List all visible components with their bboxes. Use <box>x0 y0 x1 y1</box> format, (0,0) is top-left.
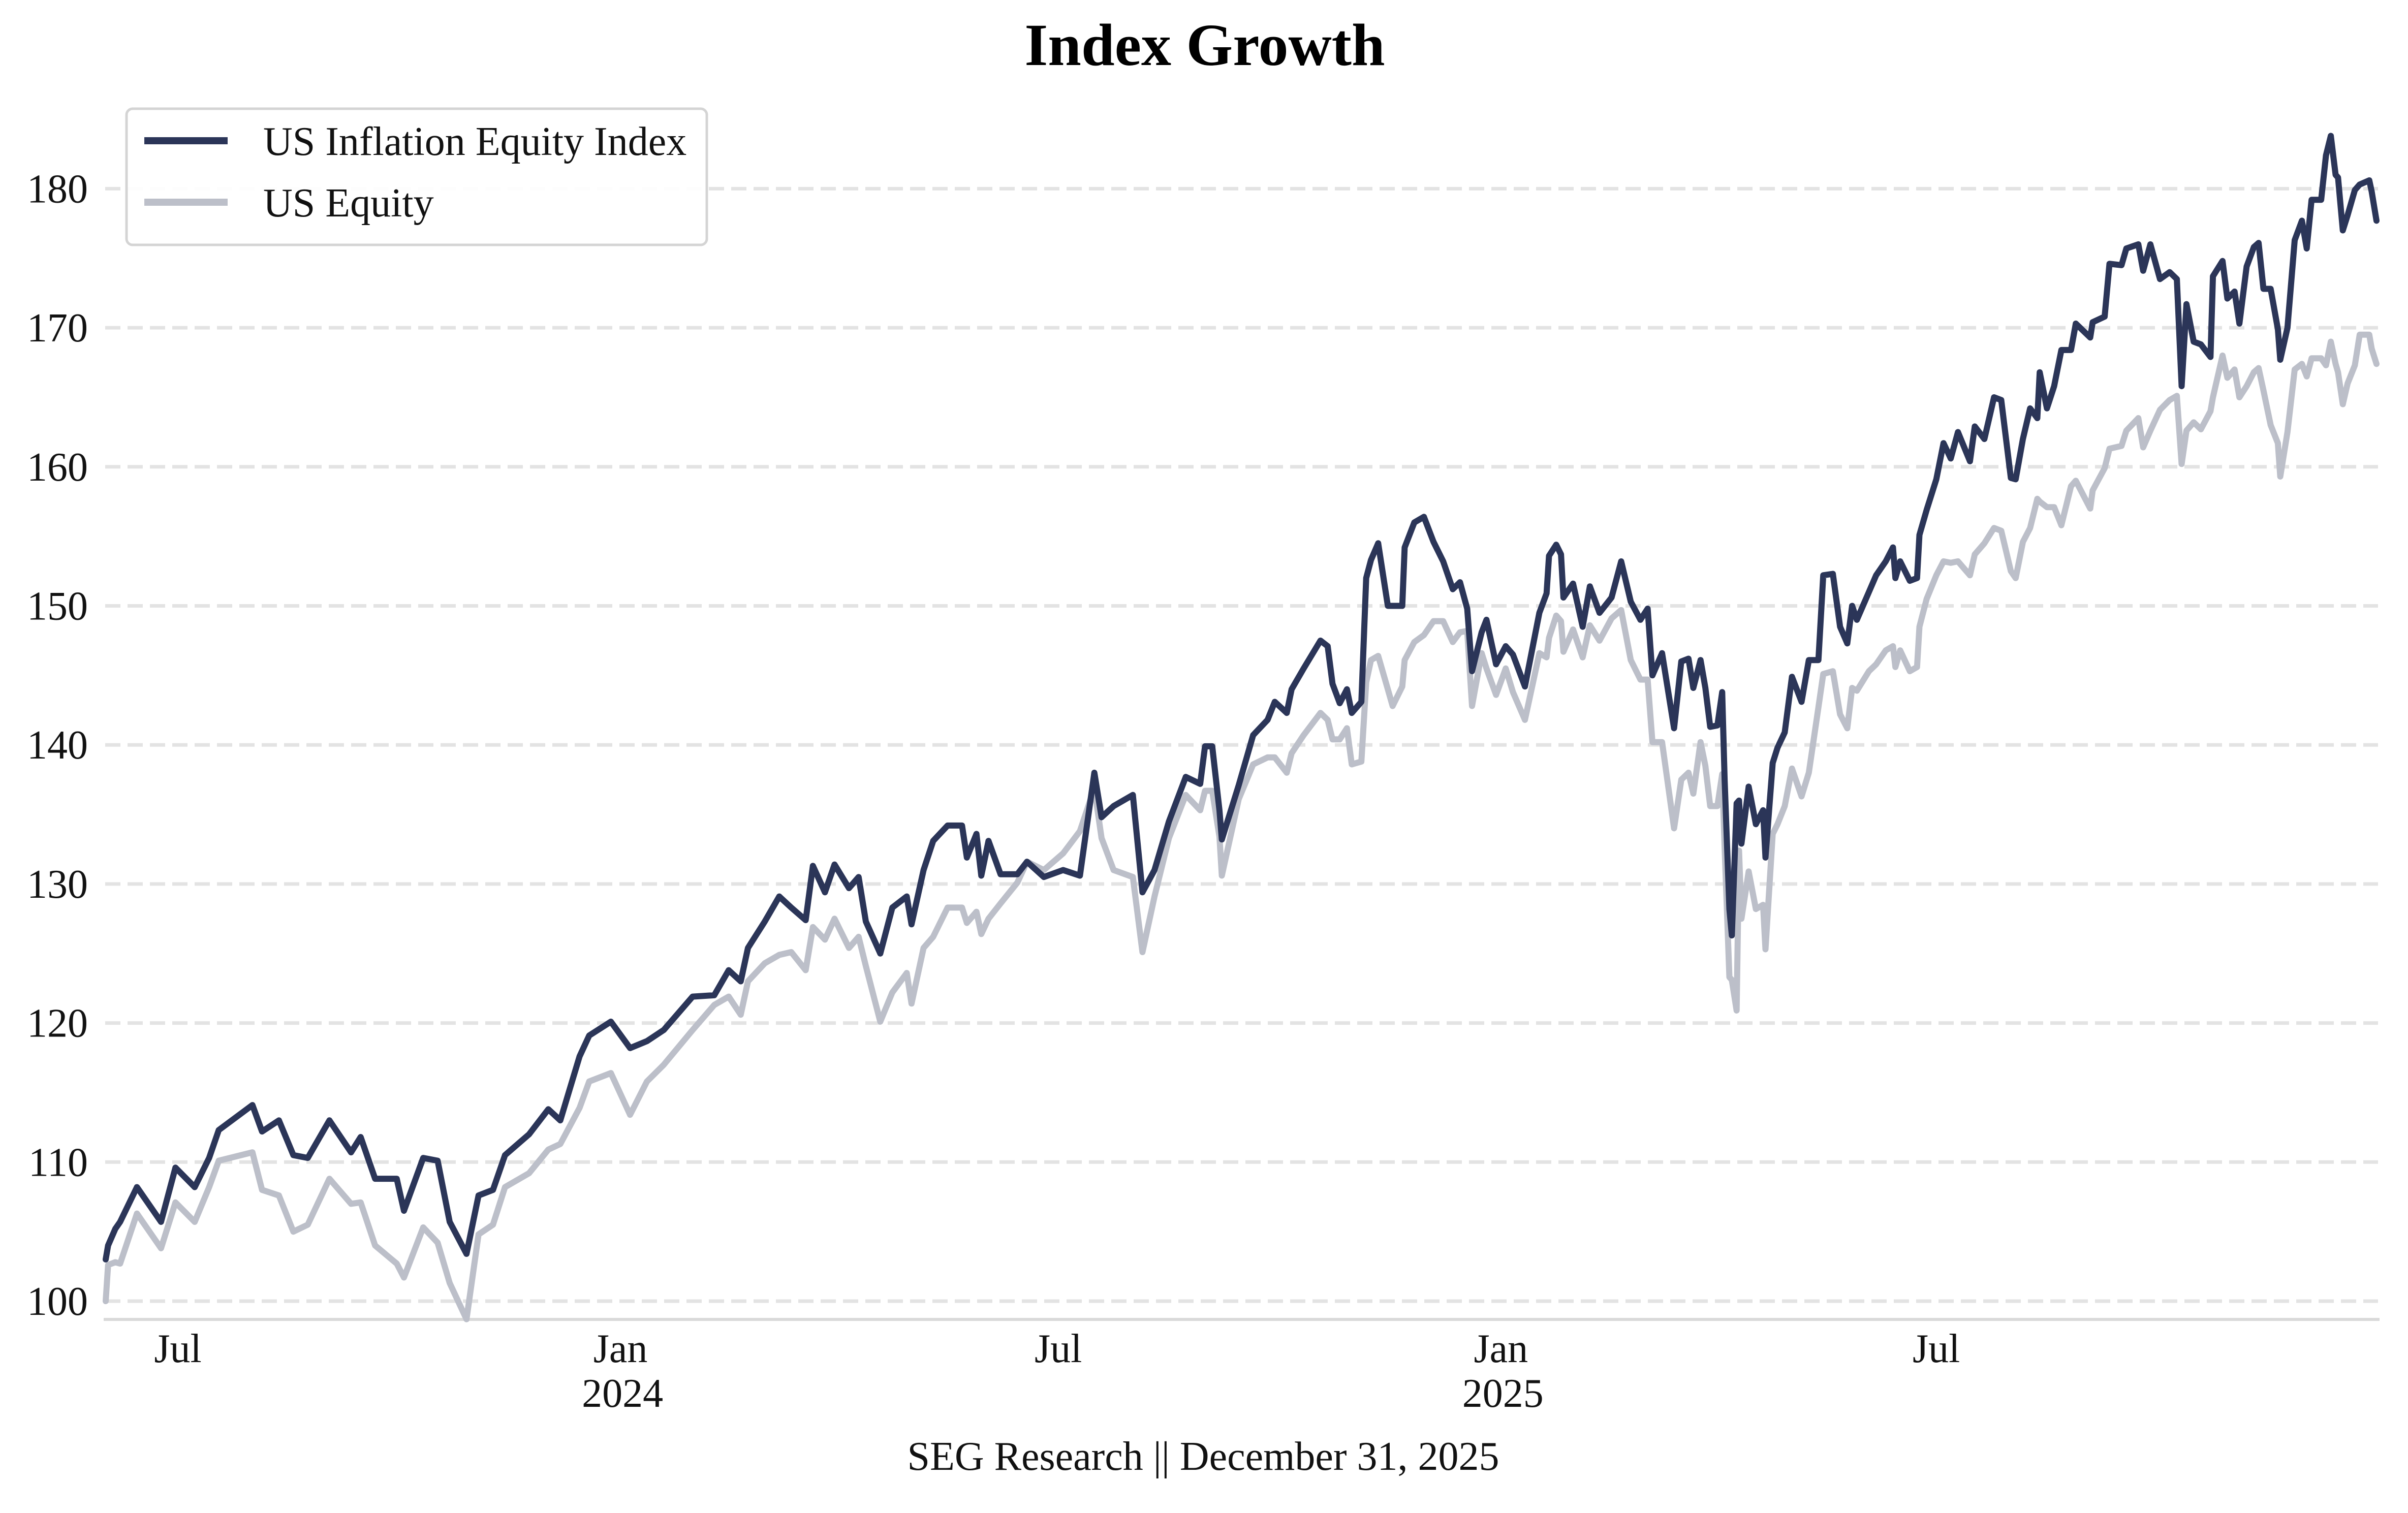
y-tick-label: 150 <box>27 584 88 629</box>
y-tick-label: 100 <box>27 1279 88 1324</box>
x-tick-label: Jul <box>1035 1327 1082 1371</box>
x-tick-year-label: 2025 <box>1462 1371 1544 1416</box>
series-lines <box>103 133 2380 1322</box>
series-us-equity <box>103 331 2380 1322</box>
legend-label-us-inflation-equity-index: US Inflation Equity Index <box>263 119 686 164</box>
y-tick-label: 110 <box>28 1140 88 1185</box>
legend: US Inflation Equity Index US Equity <box>125 107 708 246</box>
series-line-us-equity <box>103 331 2380 1322</box>
series-line-us-inflation-equity-index <box>103 133 2380 1263</box>
series-us-inflation-equity-index <box>103 133 2380 1263</box>
x-tick-label: Jan <box>593 1327 648 1371</box>
chart-title: Index Growth <box>1024 12 1385 78</box>
y-tick-label: 160 <box>27 445 88 490</box>
x-tick-label: Jul <box>154 1327 201 1371</box>
chart-footer-source-date: SEG Research || December 31, 2025 <box>908 1434 1499 1479</box>
y-tick-label: 170 <box>27 306 88 351</box>
y-tick-label: 130 <box>27 862 88 907</box>
x-tick-label: Jul <box>1913 1327 1960 1371</box>
y-axis-tick-labels: 100 110 120 130 140 150 160 170 180 <box>27 167 88 1324</box>
legend-box <box>125 107 708 246</box>
y-tick-label: 120 <box>27 1001 88 1046</box>
legend-label-us-equity: US Equity <box>263 181 434 226</box>
y-tick-label: 180 <box>27 167 88 211</box>
x-tick-label: Jan <box>1474 1327 1528 1371</box>
x-tick-year-label: 2024 <box>582 1371 663 1416</box>
y-tick-label: 140 <box>27 723 88 768</box>
